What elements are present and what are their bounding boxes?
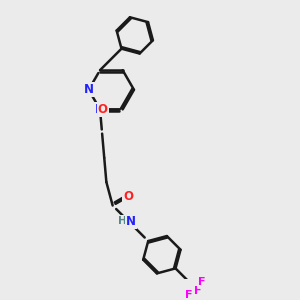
Text: O: O [98, 103, 108, 116]
Text: N: N [126, 215, 136, 228]
Text: F: F [194, 286, 202, 296]
Text: H: H [118, 216, 127, 226]
Text: N: N [84, 83, 94, 96]
Text: F: F [185, 290, 193, 300]
Text: O: O [123, 190, 133, 203]
Text: F: F [198, 277, 206, 287]
Text: N: N [95, 103, 105, 116]
